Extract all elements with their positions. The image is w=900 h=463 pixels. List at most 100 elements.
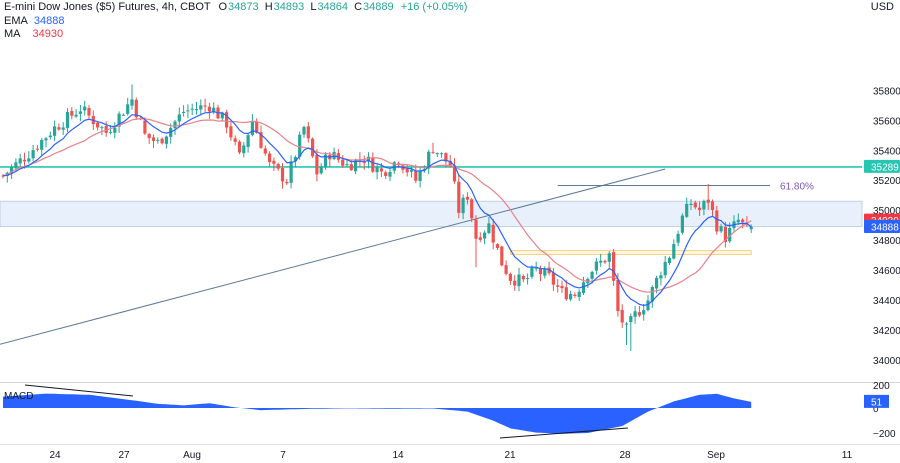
- candle-body: [134, 99, 138, 118]
- macd-histogram-area: [3, 393, 752, 434]
- candle-body: [547, 267, 551, 274]
- candle: [233, 135, 237, 146]
- ema-legend[interactable]: EMA 34888: [4, 15, 64, 28]
- candle: [57, 123, 61, 131]
- candle-body: [603, 260, 607, 263]
- candle: [642, 304, 646, 321]
- candle-body: [74, 114, 78, 117]
- ma-legend[interactable]: MA 34930: [4, 28, 63, 41]
- candle-body: [655, 277, 659, 289]
- candle-body: [371, 157, 375, 172]
- candle-body: [719, 226, 723, 232]
- candle: [607, 251, 611, 268]
- candle: [199, 99, 203, 116]
- candle: [259, 125, 263, 149]
- time-tick-label: Sep: [707, 450, 725, 461]
- candle: [702, 199, 706, 216]
- candle: [14, 158, 18, 171]
- candle: [40, 138, 44, 156]
- high-value: 34893: [273, 1, 305, 13]
- candle: [452, 158, 457, 184]
- candle: [345, 160, 349, 167]
- symbol-title[interactable]: E-mini Dow Jones ($5) Futures, 4h, CBOT: [4, 1, 211, 13]
- candle: [663, 256, 667, 279]
- candle-body: [104, 126, 108, 133]
- candle-body: [465, 196, 469, 200]
- candle: [375, 164, 379, 180]
- candle-body: [285, 181, 289, 184]
- close-label: C: [354, 1, 363, 13]
- candle: [332, 147, 336, 161]
- candle: [478, 232, 482, 243]
- candle: [169, 123, 173, 144]
- candle: [237, 140, 242, 155]
- candle: [427, 149, 431, 175]
- candle-body: [225, 112, 229, 128]
- candle: [319, 163, 323, 175]
- candle-body: [680, 215, 684, 233]
- candle-body: [409, 169, 414, 172]
- currency-label[interactable]: USD: [870, 1, 894, 13]
- candle-body: [242, 145, 246, 154]
- ema-badge-bg: [864, 219, 900, 233]
- candle-body: [676, 233, 680, 243]
- candle-body: [526, 278, 530, 280]
- candle: [160, 137, 164, 145]
- candle: [594, 258, 598, 275]
- candle-body: [126, 104, 130, 114]
- candle-body: [323, 154, 328, 168]
- candle: [577, 289, 581, 302]
- candle-body: [702, 200, 706, 210]
- candle: [1, 174, 5, 179]
- candle-body: [100, 127, 104, 129]
- macd-divergence-line-1: [24, 384, 134, 397]
- candle-body: [306, 126, 310, 139]
- candle-body: [633, 311, 637, 317]
- candle-body: [491, 224, 495, 243]
- candle-body: [560, 286, 564, 289]
- candle: [534, 261, 538, 272]
- open-label: O: [218, 1, 228, 13]
- candle-body: [500, 246, 504, 266]
- candle: [268, 151, 272, 168]
- candle: [719, 223, 723, 234]
- ma-line: [2, 117, 752, 293]
- candle-body: [392, 162, 396, 171]
- candle-body: [667, 257, 672, 264]
- candle: [113, 122, 117, 139]
- candle-body: [263, 148, 267, 154]
- candle: [508, 272, 512, 286]
- candle-body: [121, 114, 125, 116]
- candle: [203, 98, 207, 112]
- price-tick-label: 34400: [873, 296, 900, 307]
- candle: [629, 313, 633, 352]
- candle-body: [556, 285, 560, 287]
- candle: [440, 152, 444, 158]
- resistance-badge-text: 35289: [871, 162, 899, 173]
- candle-body: [182, 111, 186, 113]
- candle-body: [250, 120, 254, 135]
- candle-body: [298, 134, 302, 157]
- candle-body: [345, 164, 349, 166]
- candle: [556, 279, 560, 293]
- price-tick-label: 34600: [873, 266, 900, 277]
- ema-badge: 34888: [864, 219, 900, 233]
- candle: [44, 137, 48, 148]
- candle: [676, 230, 680, 247]
- candle: [173, 119, 177, 135]
- candle: [586, 277, 590, 289]
- candle-body: [1, 175, 5, 177]
- candle-body: [27, 158, 31, 162]
- candle-body: [483, 232, 487, 239]
- candle: [83, 100, 87, 116]
- candle: [70, 107, 74, 120]
- candle: [306, 122, 310, 143]
- candle-body: [599, 260, 603, 263]
- candle: [250, 114, 254, 137]
- price-tick-label: 35600: [873, 116, 900, 127]
- candle-body: [117, 113, 121, 127]
- candle: [280, 163, 285, 189]
- candle-body: [259, 132, 263, 148]
- ma-legend-value: 34930: [32, 28, 64, 40]
